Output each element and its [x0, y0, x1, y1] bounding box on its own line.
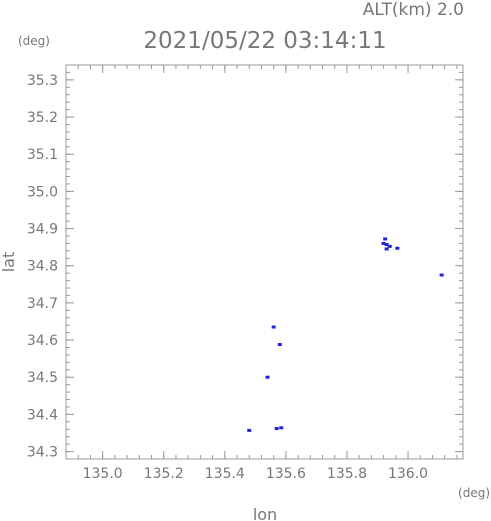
- x-tick-label: 135.4: [205, 466, 245, 482]
- data-point: [384, 247, 389, 251]
- y-tick-label: 34.9: [27, 222, 58, 238]
- data-point: [277, 343, 282, 347]
- altitude-label: ALT(km) 2.0: [363, 0, 464, 20]
- minor-ticks: [65, 64, 463, 460]
- y-tick-label: 34.4: [27, 407, 58, 423]
- x-tick-label: 135.2: [144, 466, 184, 482]
- data-point: [395, 246, 400, 250]
- y-tick-label: 34.6: [27, 333, 58, 349]
- data-point: [439, 273, 444, 277]
- y-tick-label: 35.1: [27, 147, 58, 163]
- x-unit-label: (deg): [458, 486, 490, 500]
- data-point: [279, 426, 284, 430]
- y-axis-label: lat: [0, 252, 18, 273]
- data-point: [271, 325, 276, 329]
- data-point: [387, 244, 392, 248]
- data-point: [247, 428, 252, 432]
- y-tick-label: 34.8: [27, 259, 58, 275]
- y-tick-label: 35.3: [27, 73, 58, 89]
- y-tick-label: 34.5: [27, 370, 58, 386]
- y-tick-label: 34.7: [27, 296, 58, 312]
- x-tick-label: 136.0: [388, 466, 428, 482]
- y-unit-label: (deg): [18, 34, 50, 48]
- data-point: [265, 375, 270, 379]
- data-point: [274, 427, 279, 431]
- plot-frame: [65, 64, 464, 460]
- y-tick-label: 35.0: [27, 184, 58, 200]
- y-tick-label: 35.2: [27, 110, 58, 126]
- chart-title: 2021/05/22 03:14:11: [143, 28, 386, 54]
- data-point: [383, 237, 388, 241]
- y-tick-label: 34.3: [27, 445, 58, 461]
- x-ticks: 135.0 135.2 135.4 135.6 135.8 136.0: [83, 65, 428, 482]
- data-point: [384, 243, 389, 247]
- data-point: [381, 241, 386, 245]
- x-tick-label: 135.6: [266, 466, 306, 482]
- x-axis-label: lon: [253, 505, 277, 521]
- data-points: [247, 237, 444, 432]
- x-tick-label: 135.8: [327, 466, 367, 482]
- y-ticks: 34.3 34.4 34.5 34.6 34.7 34.8 34.9 35.0 35.1 35.2…: [27, 73, 463, 461]
- x-tick-label: 135.0: [83, 466, 123, 482]
